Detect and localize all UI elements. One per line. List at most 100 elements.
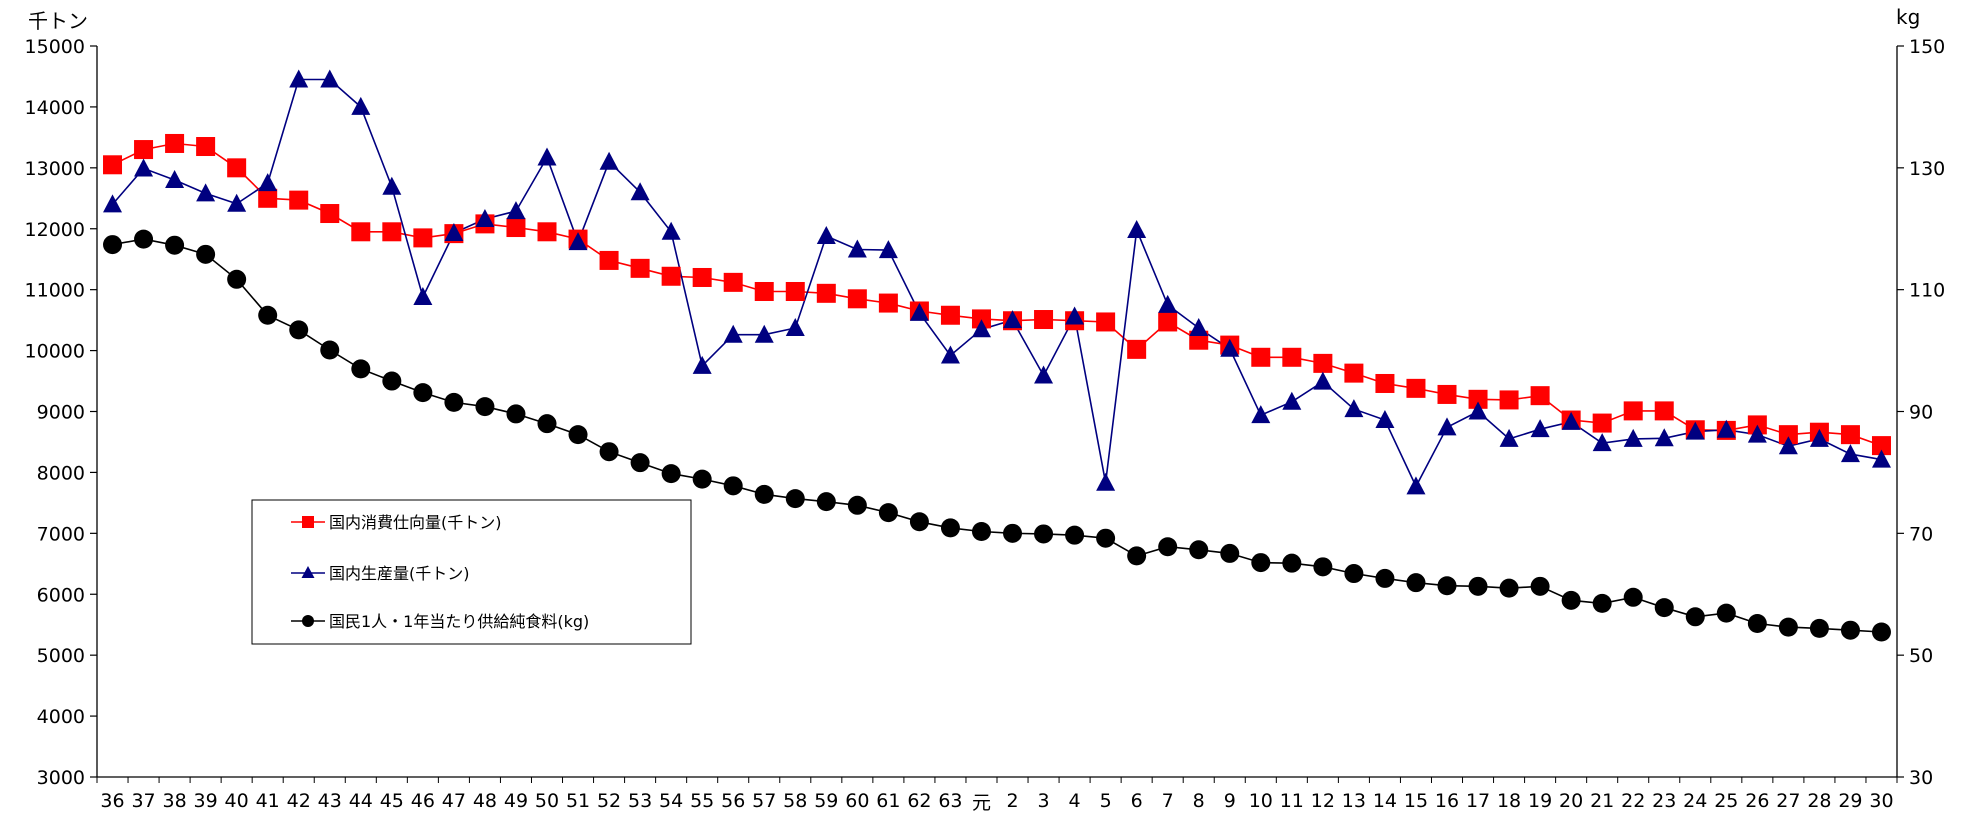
data-point-triangle — [1499, 428, 1519, 447]
data-point-circle — [847, 495, 867, 515]
data-point-square — [165, 133, 185, 153]
data-point-triangle — [475, 209, 495, 228]
x-tick-label: 45 — [380, 790, 404, 812]
data-point-triangle — [816, 226, 836, 245]
data-point-circle — [878, 503, 898, 523]
data-point-circle — [444, 392, 464, 412]
data-point-triangle — [692, 355, 712, 374]
data-point-square — [537, 222, 557, 242]
data-point-triangle — [1592, 433, 1612, 452]
data-point-square — [289, 190, 309, 210]
left-tick-label: 13000 — [25, 158, 85, 180]
data-point-square — [1871, 436, 1891, 456]
data-point-triangle — [382, 176, 402, 195]
data-point-circle — [1251, 553, 1271, 573]
x-tick-label: 17 — [1466, 790, 1490, 812]
data-point-square — [1623, 401, 1643, 421]
data-point-triangle — [1840, 444, 1860, 463]
data-point-triangle — [1096, 472, 1116, 491]
x-tick-label: 26 — [1745, 790, 1769, 812]
data-point-triangle — [971, 319, 991, 338]
data-point-triangle — [1778, 436, 1798, 455]
data-point-circle — [1034, 524, 1054, 544]
x-tick-label: 5 — [1100, 790, 1112, 812]
x-tick-label: 48 — [473, 790, 497, 812]
data-point-circle — [382, 371, 402, 391]
data-point-square — [1437, 384, 1457, 404]
data-point-circle — [1561, 590, 1581, 610]
data-point-circle — [1220, 543, 1240, 563]
data-point-circle — [1499, 578, 1519, 598]
data-point-triangle — [1313, 371, 1333, 390]
data-point-triangle — [1189, 318, 1209, 337]
data-point-square — [1654, 401, 1674, 421]
data-point-square — [661, 266, 681, 286]
x-tick-label: 16 — [1435, 790, 1459, 812]
data-point-triangle — [1623, 428, 1643, 447]
x-tick-label: 49 — [504, 790, 528, 812]
data-point-circle — [723, 476, 743, 496]
data-point-triangle — [1003, 310, 1023, 329]
data-point-triangle — [878, 240, 898, 259]
data-point-circle — [1127, 546, 1147, 566]
data-point-triangle — [1127, 219, 1147, 238]
data-point-triangle — [599, 151, 619, 170]
data-point-circle — [1065, 525, 1085, 545]
right-tick-label: 110 — [1909, 280, 1945, 302]
data-point-circle — [1313, 557, 1333, 577]
x-tick-label: 4 — [1069, 790, 1081, 812]
data-point-triangle — [1437, 417, 1457, 436]
data-point-square — [1282, 347, 1302, 367]
data-point-circle — [475, 397, 495, 417]
right-tick-label: 30 — [1909, 767, 1933, 789]
data-point-square — [754, 281, 774, 301]
legend-entry-label: 国民1人・1年当たり供給純食料(kg) — [329, 612, 589, 631]
data-point-triangle — [1251, 405, 1271, 424]
data-point-circle — [134, 229, 154, 249]
data-point-circle — [754, 484, 774, 504]
x-tick-label: 28 — [1807, 790, 1831, 812]
data-point-square — [1251, 347, 1271, 367]
left-tick-label: 11000 — [25, 280, 85, 302]
data-point-square — [1840, 425, 1860, 445]
data-point-triangle — [1406, 476, 1426, 495]
right-tick-label: 130 — [1909, 158, 1945, 180]
data-point-triangle — [1871, 449, 1891, 468]
data-point-triangle — [1530, 419, 1550, 438]
data-point-triangle — [847, 239, 867, 258]
data-point-triangle — [196, 183, 216, 202]
left-tick-label: 8000 — [37, 462, 85, 484]
data-point-triangle — [227, 193, 247, 212]
data-point-square — [134, 140, 154, 160]
data-point-square — [1096, 312, 1116, 332]
left-tick-label: 15000 — [25, 36, 85, 58]
data-point-square — [1406, 378, 1426, 398]
data-point-triangle — [1344, 399, 1364, 418]
data-point-circle — [227, 269, 247, 289]
data-point-triangle — [1716, 419, 1736, 438]
data-point-triangle — [320, 69, 340, 88]
x-tick-label: 29 — [1838, 790, 1862, 812]
data-point-square — [351, 222, 371, 242]
data-point-square — [785, 281, 805, 301]
x-tick-label: 36 — [100, 790, 124, 812]
data-point-triangle — [1220, 338, 1240, 357]
x-tick-label: 63 — [938, 790, 962, 812]
data-point-triangle — [103, 194, 123, 213]
data-point-circle — [1437, 576, 1457, 596]
left-tick-label: 12000 — [25, 219, 85, 241]
right-tick-label: 50 — [1909, 645, 1933, 667]
data-point-square — [1375, 373, 1395, 393]
left-tick-label: 5000 — [37, 645, 85, 667]
data-point-triangle — [1561, 411, 1581, 430]
data-point-circle — [1282, 553, 1302, 573]
x-tick-label: 60 — [845, 790, 869, 812]
x-tick-label: 41 — [256, 790, 280, 812]
data-point-triangle — [1809, 428, 1829, 447]
x-tick-label: 14 — [1373, 790, 1397, 812]
data-point-square — [692, 267, 712, 287]
data-point-triangle — [1468, 401, 1488, 420]
data-point-circle — [630, 453, 650, 473]
legend-marker-triangle — [301, 566, 315, 578]
